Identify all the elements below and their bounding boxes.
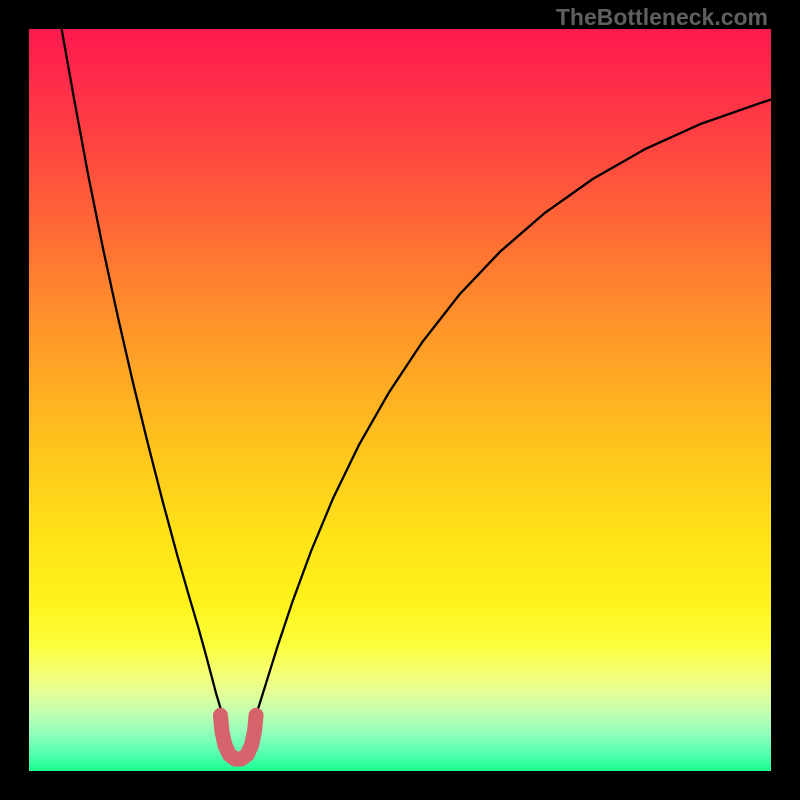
watermark-text: TheBottleneck.com (556, 4, 768, 31)
plot-area (29, 29, 771, 771)
curves-layer (29, 29, 771, 771)
curve-left-branch (62, 29, 224, 718)
chart-frame: TheBottleneck.com (0, 0, 800, 800)
bottleneck-u-marker (220, 715, 256, 759)
curve-right-branch (255, 99, 771, 718)
